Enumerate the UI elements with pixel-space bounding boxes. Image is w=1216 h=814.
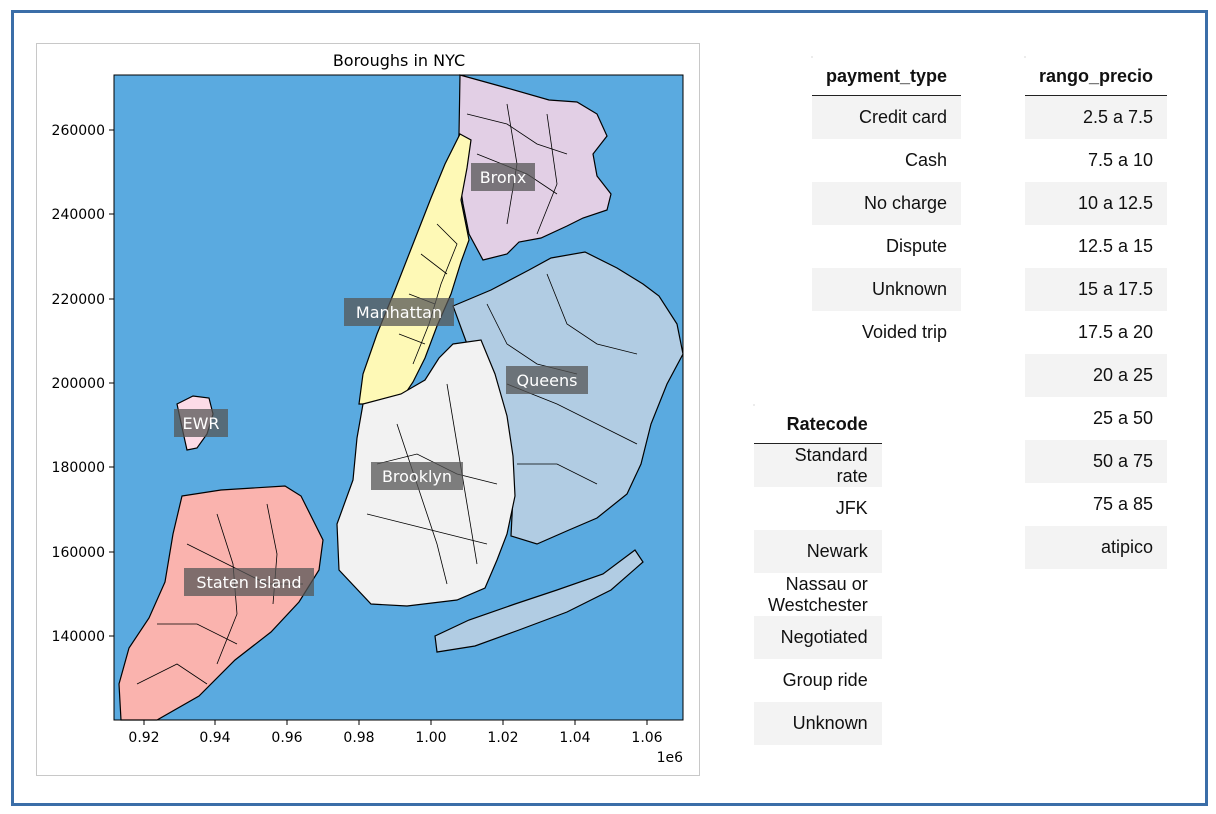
ratecode-table: Ratecode Standard rate JFK Newark Nassau or… [754, 405, 882, 745]
payment-type-row: No charge [812, 182, 962, 225]
rango-precio-row: atipico [1025, 526, 1168, 569]
rango-precio-cell: 75 a 85 [1025, 483, 1168, 526]
x-tick-label: 1.06 [631, 730, 662, 746]
payment-type-header: payment_type [812, 57, 962, 96]
rango-precio-row: 50 a 75 [1025, 440, 1168, 483]
manhattan-label: Manhattan [356, 303, 442, 322]
rango-precio-cell: 20 a 25 [1025, 354, 1168, 397]
ratecode-cell: Newark [754, 530, 882, 573]
ratecode-row: Nassau or Westchester [754, 573, 882, 616]
rango-precio-row: 75 a 85 [1025, 483, 1168, 526]
staten-island-label-box [184, 568, 314, 596]
x-tick-label: 0.94 [199, 730, 230, 746]
rango-precio-row: 25 a 50 [1025, 397, 1168, 440]
manhattan-label-box [344, 298, 454, 326]
x-tick-label: 1.00 [415, 730, 446, 746]
payment-type-cell: Cash [812, 139, 962, 182]
rango-precio-cell: 7.5 a 10 [1025, 139, 1168, 182]
queens-label: Queens [517, 371, 578, 390]
borough-labels: Bronx Manhattan Queens EWR Brooklyn Staten Is… [174, 163, 588, 596]
ratecode-row: Standard rate [754, 443, 882, 487]
x-tick-label: 0.96 [271, 730, 302, 746]
bronx-label-box [471, 163, 535, 191]
ratecode-cell: Group ride [754, 659, 882, 702]
payment-type-cell: No charge [812, 182, 962, 225]
rango-precio-cell: 17.5 a 20 [1025, 311, 1168, 354]
rango-precio-row: 12.5 a 15 [1025, 225, 1168, 268]
x-tick-label: 1.04 [559, 730, 590, 746]
outer-frame [11, 10, 1208, 806]
bronx-label: Bronx [480, 168, 527, 187]
ratecode-cell: Standard rate [754, 443, 882, 487]
x-exponent-label: 1e6 [657, 750, 684, 766]
ratecode-row: Unknown [754, 702, 882, 745]
ratecode-cell: Nassau or Westchester [754, 573, 882, 616]
y-tick-label: 140000 [52, 629, 105, 645]
rango-precio-row: 7.5 a 10 [1025, 139, 1168, 182]
y-tick-label: 160000 [52, 545, 105, 561]
payment-type-table-wrap: payment_type Credit card Cash No charge Dis… [811, 56, 962, 354]
rockaway-region[interactable] [434, 549, 644, 653]
brooklyn-label-box [371, 462, 463, 490]
ratecode-table-wrap: Ratecode Standard rate JFK Newark Nassau or… [753, 404, 882, 745]
rango-precio-row: 10 a 12.5 [1025, 182, 1168, 225]
ratecode-row: Negotiated [754, 616, 882, 659]
rango-precio-table-wrap: rango_precio 2.5 a 7.5 7.5 a 10 10 a 12.5 1… [1024, 56, 1168, 569]
y-tick-label: 200000 [52, 376, 105, 392]
y-tick-label: 220000 [52, 292, 105, 308]
payment-type-row: Voided trip [812, 311, 962, 354]
payment-type-row: Cash [812, 139, 962, 182]
borough-map-figure: Boroughs in NYC [36, 43, 700, 776]
rango-precio-cell: 15 a 17.5 [1025, 268, 1168, 311]
ratecode-cell: Unknown [754, 702, 882, 745]
staten-island-region[interactable] [118, 485, 324, 721]
payment-type-cell: Unknown [812, 268, 962, 311]
map-axes: 0.92 0.94 0.96 0.98 1.00 1.02 1.04 1.06 1e6 26000… [52, 123, 684, 766]
map-title: Boroughs in NYC [333, 51, 465, 70]
rango-precio-row: 20 a 25 [1025, 354, 1168, 397]
rango-precio-cell: 10 a 12.5 [1025, 182, 1168, 225]
rango-precio-row: 17.5 a 20 [1025, 311, 1168, 354]
ewr-label-box [174, 409, 228, 437]
rango-precio-cell: 25 a 50 [1025, 397, 1168, 440]
payment-type-cell: Voided trip [812, 311, 962, 354]
queens-label-box [506, 366, 588, 394]
ratecode-row: Newark [754, 530, 882, 573]
ewr-label: EWR [182, 414, 219, 433]
y-tick-label: 260000 [52, 123, 105, 139]
rango-precio-row: 2.5 a 7.5 [1025, 95, 1168, 139]
ratecode-row: Group ride [754, 659, 882, 702]
payment-type-row: Dispute [812, 225, 962, 268]
x-tick-label: 1.02 [487, 730, 518, 746]
ratecode-cell: JFK [754, 487, 882, 530]
y-tick-label: 240000 [52, 207, 105, 223]
brooklyn-label: Brooklyn [382, 467, 452, 486]
ratecode-cell: Negotiated [754, 616, 882, 659]
payment-type-row: Credit card [812, 95, 962, 139]
rango-precio-cell: atipico [1025, 526, 1168, 569]
y-tick-label: 180000 [52, 460, 105, 476]
payment-type-row: Unknown [812, 268, 962, 311]
payment-type-cell: Dispute [812, 225, 962, 268]
payment-type-table: payment_type Credit card Cash No charge Dis… [812, 57, 962, 354]
borough-map: Boroughs in NYC [52, 51, 684, 766]
staten-island-label: Staten Island [196, 573, 301, 592]
x-tick-label: 0.98 [343, 730, 374, 746]
rango-precio-row: 15 a 17.5 [1025, 268, 1168, 311]
ratecode-row: JFK [754, 487, 882, 530]
rango-precio-cell: 2.5 a 7.5 [1025, 95, 1168, 139]
rango-precio-header: rango_precio [1025, 57, 1168, 96]
rango-precio-table: rango_precio 2.5 a 7.5 7.5 a 10 10 a 12.5 1… [1025, 57, 1168, 569]
payment-type-cell: Credit card [812, 95, 962, 139]
ratecode-header: Ratecode [754, 405, 882, 444]
rango-precio-cell: 12.5 a 15 [1025, 225, 1168, 268]
rango-precio-cell: 50 a 75 [1025, 440, 1168, 483]
x-tick-label: 0.92 [128, 730, 159, 746]
